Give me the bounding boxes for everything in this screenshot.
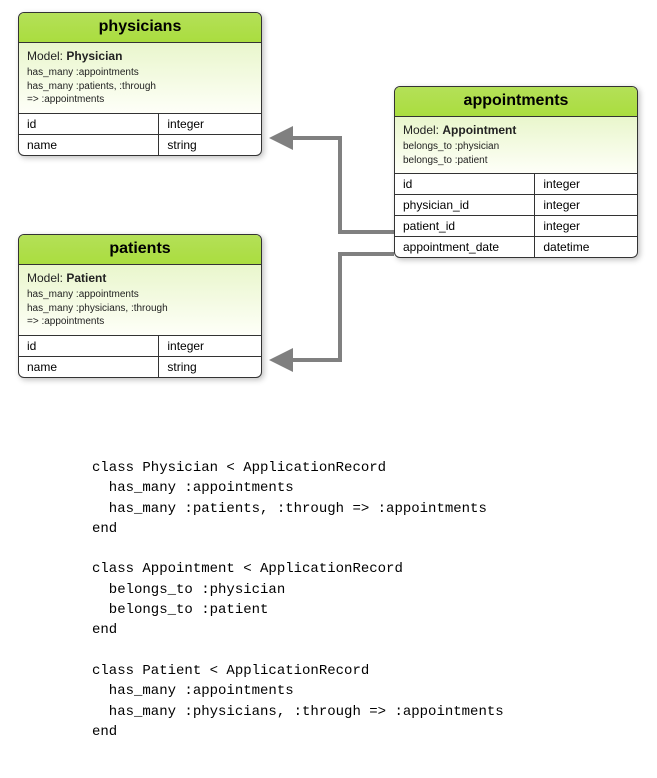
attr-name: name (19, 135, 159, 155)
attr-row: id integer (395, 174, 637, 194)
meta-line: => :appointments (27, 315, 253, 329)
model-label: Model: (403, 123, 439, 137)
model-label: Model: (27, 49, 63, 63)
meta-line: belongs_to :patient (403, 154, 629, 168)
attr-type: string (159, 135, 261, 155)
attr-row: appointment_date datetime (395, 236, 637, 257)
table-patients: patients Model: Patient has_many :appoin… (18, 234, 262, 378)
table-physicians: physicians Model: Physician has_many :ap… (18, 12, 262, 156)
attr-row: id integer (19, 336, 261, 356)
meta-line: has_many :physicians, :through (27, 302, 253, 316)
meta-line: has_many :patients, :through (27, 80, 253, 94)
attr-type: integer (535, 174, 637, 194)
meta-line: => :appointments (27, 93, 253, 107)
attr-name: id (19, 336, 159, 356)
table-title: physicians (19, 13, 261, 43)
attr-name: name (19, 357, 159, 377)
attr-name: physician_id (395, 195, 535, 215)
code-block: class Physician < ApplicationRecord has_… (92, 458, 504, 742)
attr-row: name string (19, 356, 261, 377)
model-name: Appointment (442, 123, 516, 137)
attr-row: name string (19, 134, 261, 155)
diagram-area: physicians Model: Physician has_many :ap… (0, 0, 657, 430)
attrs: id integer name string (19, 336, 261, 377)
model-name: Patient (66, 271, 106, 285)
attr-name: patient_id (395, 216, 535, 236)
attr-row: id integer (19, 114, 261, 134)
meta-line: has_many :appointments (27, 288, 253, 302)
attr-row: physician_id integer (395, 194, 637, 215)
attr-type: datetime (535, 237, 637, 257)
attrs: id integer physician_id integer patient_… (395, 174, 637, 257)
attr-name: id (395, 174, 535, 194)
attr-type: integer (535, 195, 637, 215)
table-title: patients (19, 235, 261, 265)
connector (273, 138, 394, 232)
table-meta: Model: Patient has_many :appointments ha… (19, 265, 261, 336)
table-title: appointments (395, 87, 637, 117)
meta-line: has_many :appointments (27, 66, 253, 80)
attrs: id integer name string (19, 114, 261, 155)
attr-type: integer (159, 114, 261, 134)
model-name: Physician (66, 49, 122, 63)
connector (273, 254, 394, 360)
table-meta: Model: Appointment belongs_to :physician… (395, 117, 637, 174)
attr-type: string (159, 357, 261, 377)
table-meta: Model: Physician has_many :appointments … (19, 43, 261, 114)
meta-line: belongs_to :physician (403, 140, 629, 154)
attr-name: appointment_date (395, 237, 535, 257)
attr-row: patient_id integer (395, 215, 637, 236)
attr-type: integer (535, 216, 637, 236)
model-label: Model: (27, 271, 63, 285)
table-appointments: appointments Model: Appointment belongs_… (394, 86, 638, 258)
attr-type: integer (159, 336, 261, 356)
attr-name: id (19, 114, 159, 134)
